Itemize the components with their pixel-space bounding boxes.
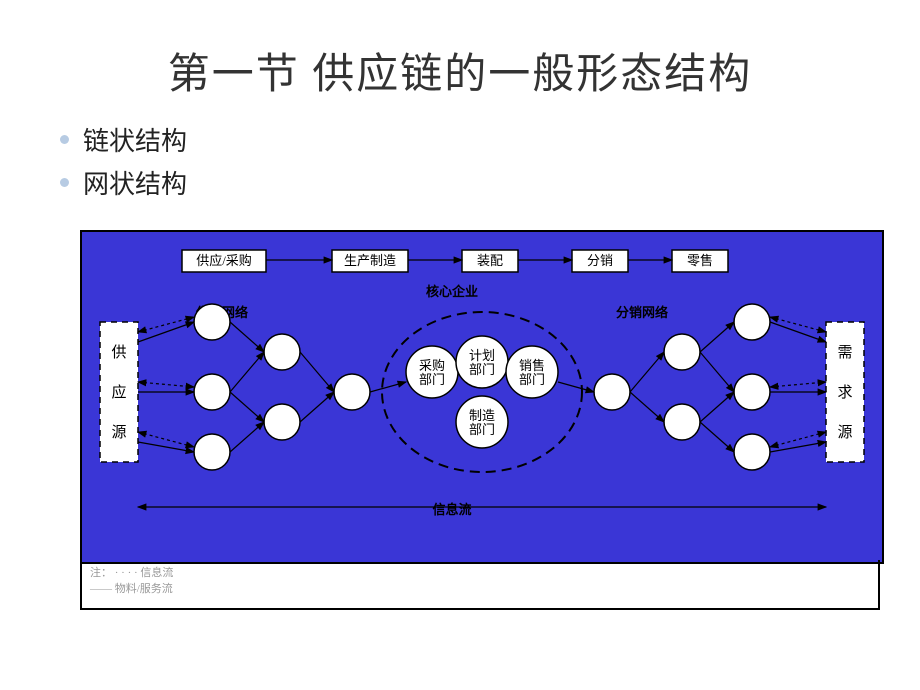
svg-text:零售: 零售 <box>687 253 713 268</box>
svg-text:供应/采购: 供应/采购 <box>196 253 252 268</box>
svg-text:销售: 销售 <box>519 358 545 373</box>
svg-text:部门: 部门 <box>519 372 545 387</box>
svg-text:装配: 装配 <box>477 253 503 268</box>
bullet-dot-icon <box>60 135 69 144</box>
bullet-dot-icon <box>60 178 69 187</box>
svg-text:核心企业: 核心企业 <box>426 284 478 299</box>
svg-text:信息流: 信息流 <box>432 502 471 517</box>
svg-text:求: 求 <box>837 384 852 401</box>
svg-text:需: 需 <box>837 344 852 361</box>
slide-title: 第一节 供应链的一般形态结构 <box>0 0 920 101</box>
diagram-legend: 注： · · · · 信息流 —— 物料/服务流 <box>80 560 880 610</box>
legend-line: —— 物料/服务流 <box>90 580 870 596</box>
svg-text:部门: 部门 <box>419 372 445 387</box>
list-item: 网状结构 <box>60 164 920 201</box>
svg-text:制造: 制造 <box>469 408 495 423</box>
svg-text:采购: 采购 <box>419 358 445 373</box>
svg-text:源: 源 <box>111 424 126 441</box>
list-item: 链状结构 <box>60 121 920 158</box>
supply-chain-diagram: 供应/采购生产制造装配分销零售供应源需求源供应网络分销网络核心企业信息流采购部门… <box>80 230 884 564</box>
svg-text:部门: 部门 <box>469 362 495 377</box>
svg-text:供: 供 <box>111 344 126 361</box>
svg-text:分销网络: 分销网络 <box>616 305 668 320</box>
bullet-text: 网状结构 <box>83 164 187 201</box>
bullet-text: 链状结构 <box>83 121 187 158</box>
svg-text:源: 源 <box>837 424 852 441</box>
legend-line: 注： · · · · 信息流 <box>90 564 870 580</box>
svg-text:应: 应 <box>111 383 126 401</box>
bullet-list: 链状结构 网状结构 <box>60 121 920 201</box>
svg-text:生产制造: 生产制造 <box>344 253 396 268</box>
svg-text:计划: 计划 <box>469 348 495 363</box>
svg-text:分销: 分销 <box>587 253 613 268</box>
svg-text:部门: 部门 <box>469 422 495 437</box>
